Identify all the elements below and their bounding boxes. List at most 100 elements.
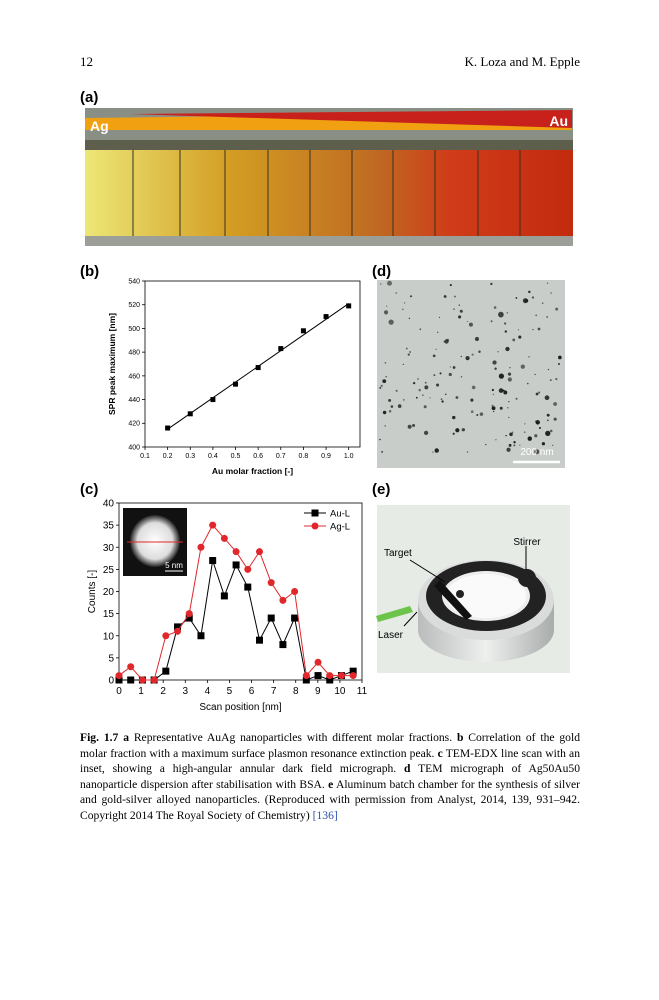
- particle: [452, 432, 455, 435]
- particle: [449, 366, 452, 368]
- particle: [546, 282, 549, 284]
- inset-particle: [130, 515, 180, 567]
- legend-label: Ag-L: [330, 522, 350, 533]
- marker: [115, 676, 123, 684]
- particle: [547, 368, 550, 371]
- particle: [509, 432, 513, 437]
- callout: Laser: [378, 630, 404, 641]
- marker: [314, 672, 322, 680]
- marker: [244, 565, 252, 573]
- marker: [314, 658, 322, 666]
- particle: [446, 338, 450, 342]
- particle: [531, 296, 535, 299]
- marker: [233, 381, 239, 387]
- marker: [326, 672, 334, 680]
- y-tick-label: 10: [103, 631, 115, 642]
- marker: [255, 636, 263, 644]
- y-tick-label: 540: [128, 278, 140, 285]
- particle: [504, 330, 508, 333]
- particle: [471, 353, 474, 356]
- x-tick-label: 0.6: [253, 453, 263, 460]
- label-au: Au: [549, 113, 568, 129]
- particle: [519, 444, 521, 446]
- particle: [395, 389, 398, 392]
- particle: [513, 444, 516, 447]
- particle: [471, 385, 476, 390]
- marker: [127, 663, 135, 671]
- particle: [552, 444, 554, 446]
- y-tick-label: 20: [103, 587, 115, 598]
- particle: [507, 406, 509, 409]
- panel-label: (a): [80, 89, 98, 106]
- particle: [534, 373, 536, 376]
- y-tick-label: 40: [103, 499, 115, 510]
- particle: [432, 354, 436, 358]
- x-tick-label: 10: [334, 686, 346, 697]
- y-axis-label: Counts [-]: [87, 570, 98, 614]
- marker: [197, 543, 205, 551]
- particle: [459, 309, 463, 313]
- marker: [187, 411, 193, 417]
- x-tick-label: 0.7: [276, 453, 286, 460]
- particle: [470, 410, 474, 414]
- particle: [526, 382, 529, 385]
- particle: [390, 405, 394, 408]
- x-tick-label: 6: [249, 686, 255, 697]
- vial-photo: Ag Au: [85, 108, 573, 246]
- marker: [209, 557, 217, 565]
- particle: [418, 388, 421, 392]
- particle: [546, 413, 550, 417]
- x-tick-label: 11: [357, 686, 368, 697]
- particle: [485, 444, 487, 446]
- particle: [553, 417, 557, 421]
- particle: [508, 416, 510, 419]
- caption-run: c: [437, 746, 443, 760]
- x-tick-label: 9: [315, 686, 321, 697]
- x-tick-label: 7: [271, 686, 277, 697]
- marker: [185, 614, 193, 622]
- panel-label: (c): [80, 481, 98, 498]
- particle: [415, 396, 418, 399]
- tem-micrograph: 200 nm: [377, 280, 565, 468]
- marker: [232, 561, 240, 569]
- marker: [127, 676, 135, 684]
- y-tick-label: 15: [103, 609, 115, 620]
- particle: [527, 436, 532, 441]
- particle: [379, 438, 381, 441]
- panel-label: (b): [80, 263, 99, 280]
- particle: [403, 399, 405, 401]
- particle: [380, 283, 382, 285]
- caption-run: Aluminum batch chamber for the synthesis…: [80, 777, 580, 822]
- particle: [470, 398, 474, 402]
- particle: [508, 400, 510, 403]
- particle: [553, 402, 557, 406]
- particle: [458, 315, 462, 319]
- particle: [448, 372, 452, 377]
- particle: [512, 338, 516, 342]
- x-tick-label: 4: [205, 686, 211, 697]
- particle: [528, 356, 530, 358]
- caption-run: a: [123, 731, 129, 744]
- caption-run[interactable]: [136]: [312, 808, 338, 822]
- particle: [493, 306, 497, 309]
- particle: [515, 297, 518, 299]
- particle: [417, 378, 419, 380]
- legend-marker: [311, 509, 319, 517]
- inset-scale-label: 5 nm: [165, 561, 183, 570]
- particle: [538, 391, 541, 394]
- particle: [545, 430, 551, 437]
- particle: [466, 320, 469, 323]
- particle: [558, 355, 562, 360]
- particle: [505, 434, 507, 437]
- particle: [555, 307, 559, 311]
- particle: [497, 351, 499, 353]
- particle: [395, 292, 397, 294]
- figure: (a) (b) (d) (c) (e) Ag Au: [80, 89, 573, 713]
- x-tick-label: 1.0: [344, 453, 354, 460]
- particle: [549, 429, 553, 433]
- particle: [493, 410, 495, 413]
- particle: [408, 317, 411, 320]
- page-number: 12: [80, 54, 93, 69]
- particle: [397, 404, 402, 408]
